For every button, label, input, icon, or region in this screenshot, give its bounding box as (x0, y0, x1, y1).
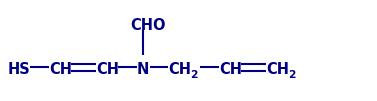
Text: CH: CH (266, 62, 289, 77)
Text: 2: 2 (190, 70, 198, 80)
Text: CH: CH (219, 62, 242, 77)
Text: N: N (137, 62, 149, 77)
Text: CH: CH (96, 62, 119, 77)
Text: CHO: CHO (130, 18, 166, 33)
Text: 2: 2 (288, 70, 295, 80)
Text: CH: CH (49, 62, 72, 77)
Text: CH: CH (168, 62, 191, 77)
Text: HS: HS (8, 62, 31, 77)
